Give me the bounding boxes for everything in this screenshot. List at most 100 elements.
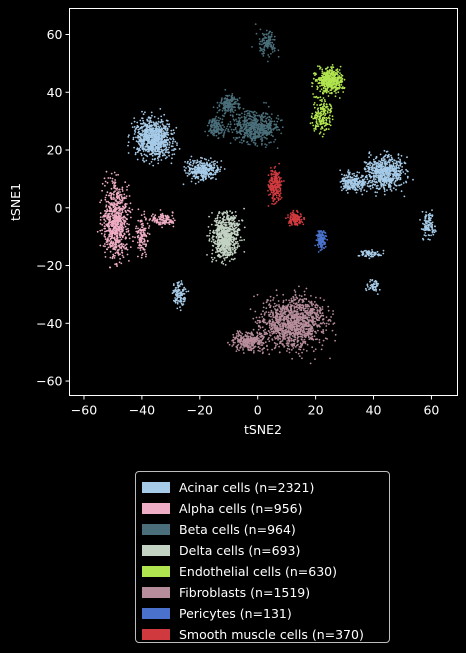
data-point bbox=[117, 192, 120, 195]
data-point bbox=[111, 230, 113, 232]
data-point bbox=[217, 116, 220, 119]
data-point bbox=[270, 118, 273, 120]
data-point bbox=[143, 210, 146, 213]
data-point bbox=[227, 240, 230, 243]
data-point bbox=[350, 176, 352, 179]
data-point bbox=[374, 183, 377, 186]
data-point bbox=[212, 176, 214, 179]
data-point bbox=[124, 181, 127, 184]
data-point bbox=[104, 196, 107, 199]
data-point bbox=[231, 247, 233, 249]
data-point bbox=[151, 149, 153, 152]
data-point bbox=[118, 206, 121, 208]
data-point bbox=[255, 32, 258, 35]
data-point bbox=[173, 299, 175, 302]
data-point bbox=[121, 186, 124, 189]
data-point bbox=[162, 154, 165, 157]
data-point bbox=[372, 174, 375, 177]
data-point bbox=[195, 171, 198, 174]
data-point bbox=[361, 175, 364, 178]
data-point bbox=[231, 114, 234, 117]
data-point bbox=[164, 151, 167, 154]
data-point bbox=[349, 183, 352, 186]
data-point bbox=[157, 120, 160, 123]
data-point bbox=[197, 166, 200, 168]
data-point bbox=[377, 174, 380, 177]
data-point bbox=[258, 38, 261, 40]
data-point bbox=[101, 229, 103, 232]
series-delta-cells bbox=[206, 207, 246, 266]
data-point bbox=[216, 111, 219, 114]
data-point bbox=[375, 165, 378, 168]
data-point bbox=[370, 181, 372, 184]
data-point bbox=[146, 118, 149, 121]
data-point bbox=[135, 140, 138, 143]
data-point bbox=[249, 110, 251, 113]
data-point bbox=[217, 137, 220, 140]
data-point bbox=[378, 165, 381, 168]
data-point bbox=[225, 110, 227, 112]
data-point bbox=[154, 157, 157, 160]
data-point bbox=[171, 157, 173, 160]
data-point bbox=[388, 178, 391, 180]
data-point bbox=[142, 157, 145, 160]
data-point bbox=[275, 117, 278, 119]
data-point bbox=[146, 155, 149, 158]
data-point bbox=[261, 43, 263, 46]
data-point bbox=[148, 128, 151, 131]
data-point bbox=[117, 173, 119, 176]
data-point bbox=[378, 168, 381, 171]
data-point bbox=[377, 176, 380, 179]
data-point bbox=[113, 257, 116, 259]
data-point bbox=[165, 125, 167, 128]
data-point bbox=[256, 127, 258, 129]
data-point bbox=[271, 51, 274, 53]
data-point bbox=[186, 162, 189, 164]
data-point bbox=[213, 129, 216, 132]
data-point bbox=[257, 119, 259, 121]
data-point bbox=[405, 168, 407, 171]
data-point bbox=[179, 291, 182, 294]
data-point bbox=[230, 99, 233, 102]
data-point bbox=[265, 102, 267, 104]
data-point bbox=[152, 136, 154, 139]
data-point bbox=[142, 150, 145, 152]
data-point bbox=[243, 226, 246, 229]
data-point bbox=[246, 131, 249, 133]
data-point bbox=[206, 161, 208, 164]
data-point bbox=[243, 251, 246, 253]
data-point bbox=[157, 144, 159, 146]
data-point bbox=[220, 160, 223, 162]
data-point bbox=[119, 231, 122, 233]
data-point bbox=[372, 178, 375, 181]
data-point bbox=[386, 172, 389, 175]
data-point bbox=[339, 169, 342, 172]
data-point bbox=[385, 180, 388, 183]
data-point bbox=[260, 49, 263, 52]
data-point bbox=[160, 216, 163, 219]
data-point bbox=[104, 245, 106, 248]
data-point bbox=[178, 296, 181, 298]
data-point bbox=[375, 195, 377, 197]
data-point bbox=[184, 297, 187, 300]
data-point bbox=[143, 235, 146, 237]
data-point bbox=[363, 189, 366, 192]
data-point bbox=[376, 187, 379, 190]
data-point bbox=[126, 186, 128, 188]
data-point bbox=[390, 156, 393, 159]
data-point bbox=[166, 156, 168, 159]
data-point bbox=[252, 129, 255, 132]
data-point bbox=[136, 151, 139, 154]
data-point bbox=[195, 168, 198, 171]
data-point bbox=[195, 161, 198, 164]
data-point bbox=[261, 40, 263, 43]
data-point bbox=[220, 99, 223, 102]
data-point bbox=[179, 306, 181, 308]
data-point bbox=[210, 223, 213, 226]
data-point bbox=[203, 173, 205, 176]
data-point bbox=[217, 239, 220, 241]
data-point bbox=[160, 118, 163, 121]
data-point bbox=[269, 124, 272, 126]
data-point bbox=[119, 232, 122, 235]
data-point bbox=[134, 153, 137, 156]
